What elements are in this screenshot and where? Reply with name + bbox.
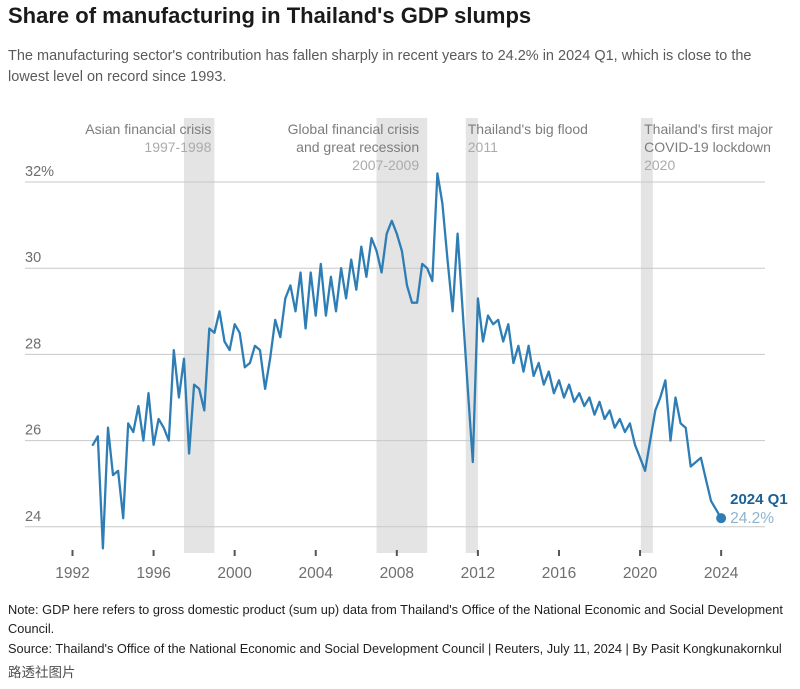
x-tick-label: 2004: [298, 565, 333, 582]
crisis-band: [376, 118, 428, 553]
x-tick-label: 2008: [380, 565, 414, 582]
annotation-label: COVID-19 lockdown: [644, 139, 771, 155]
annotation-year: 1997-1998: [144, 139, 212, 155]
source-text: Source: Thailand's Office of the Nationa…: [8, 641, 782, 656]
event-annotation: Thailand's first major COVID-19 lockdown 2…: [644, 120, 773, 174]
x-tick-label: 2012: [461, 565, 495, 582]
end-label-title: 2024 Q1: [730, 491, 788, 509]
y-axis-label: 30: [25, 250, 41, 266]
x-tick-label: 2020: [623, 565, 658, 582]
note-text: Note: GDP here refers to gross domestic …: [8, 602, 783, 636]
page-title: Share of manufacturing in Thailand's GDP…: [8, 3, 532, 28]
event-annotation: Asian financial crisis 1997-1998: [85, 120, 211, 156]
x-tick-label: 1992: [55, 565, 89, 582]
annotation-year: 2020: [644, 157, 676, 173]
crisis-band: [465, 118, 478, 553]
event-annotation: Global financial crisis and great recessi…: [288, 120, 420, 174]
gdp-share-line: [91, 172, 723, 550]
x-tick-label: 1996: [136, 565, 170, 582]
x-tick-label: 2000: [217, 565, 252, 582]
y-axis-label: 26: [25, 423, 41, 439]
y-axis-label: 24: [25, 509, 41, 525]
annotation-label: Thailand's first major: [644, 121, 773, 137]
annotation-year: 2007-2009: [352, 157, 420, 173]
x-tick-label: 2016: [542, 565, 576, 582]
annotation-year: 2011: [467, 139, 498, 155]
watermark-text: 路透社图片: [8, 665, 76, 680]
annotation-label: and great recession: [296, 139, 420, 155]
crisis-band: [640, 118, 653, 553]
y-axis-label: 32%: [25, 164, 54, 180]
y-axis-label: 28: [25, 336, 41, 352]
end-label-value: 24.2%: [730, 510, 775, 528]
annotation-label: Asian financial crisis: [85, 121, 212, 137]
end-point-dot: [716, 513, 727, 524]
page-subtitle: The manufacturing sector's contribution …: [8, 48, 752, 85]
annotation-label: Thailand's big flood: [467, 121, 588, 137]
annotation-label: Global financial crisis: [287, 121, 420, 137]
x-tick-label: 2024: [704, 565, 739, 582]
event-annotation: Thailand's big flood 2011: [468, 120, 588, 156]
